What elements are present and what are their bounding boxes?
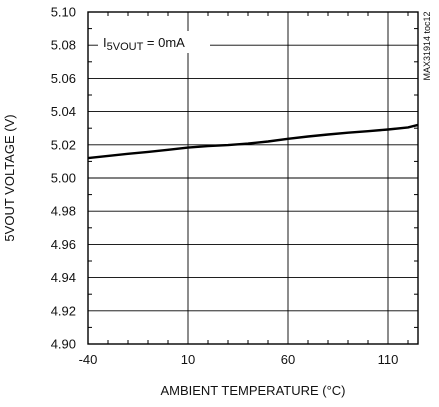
series — [87, 123, 419, 160]
x-axis-title: AMBIENT TEMPERATURE (°C) — [160, 383, 345, 398]
annotation-background — [98, 31, 210, 53]
grid — [88, 12, 418, 344]
series-line — [87, 123, 419, 160]
x-tick-label: 110 — [378, 352, 399, 367]
x-tick-label: 60 — [281, 352, 295, 367]
chart-id-label: MAX31914 toc12 — [422, 11, 432, 80]
y-tick-label: 4.98 — [51, 204, 76, 219]
y-tick-label: 4.94 — [51, 270, 76, 285]
x-tick-label: -40 — [79, 352, 98, 367]
y-tick-label: 4.90 — [51, 337, 76, 352]
x-tick-labels: -40 10 60 110 — [79, 352, 399, 367]
y-axis-title: 5VOUT VOLTAGE (V) — [2, 114, 17, 241]
annotation: I5VOUT = 0mA — [98, 31, 210, 53]
annotation-subscript: 5VOUT — [107, 41, 144, 53]
annotation-prefix: I — [103, 35, 107, 50]
y-tick-label: 4.96 — [51, 237, 76, 252]
y-tick-label: 5.08 — [51, 38, 76, 53]
x-tick-label: 10 — [181, 352, 195, 367]
y-tick-label: 5.02 — [51, 137, 76, 152]
y-tick-label: 5.00 — [51, 171, 76, 186]
annotation-label: I5VOUT = 0mA — [103, 35, 185, 53]
y-tick-label: 5.10 — [51, 5, 76, 20]
annotation-suffix: = 0mA — [143, 35, 185, 50]
y-tick-labels: 4.90 4.92 4.94 4.96 4.98 5.00 5.02 5.04 5.06 5.08… — [51, 5, 76, 352]
plot-frame — [87, 11, 419, 345]
y-tick-label: 4.92 — [51, 303, 76, 318]
y-tick-label: 5.04 — [51, 104, 76, 119]
y-tick-label: 5.06 — [51, 71, 76, 86]
